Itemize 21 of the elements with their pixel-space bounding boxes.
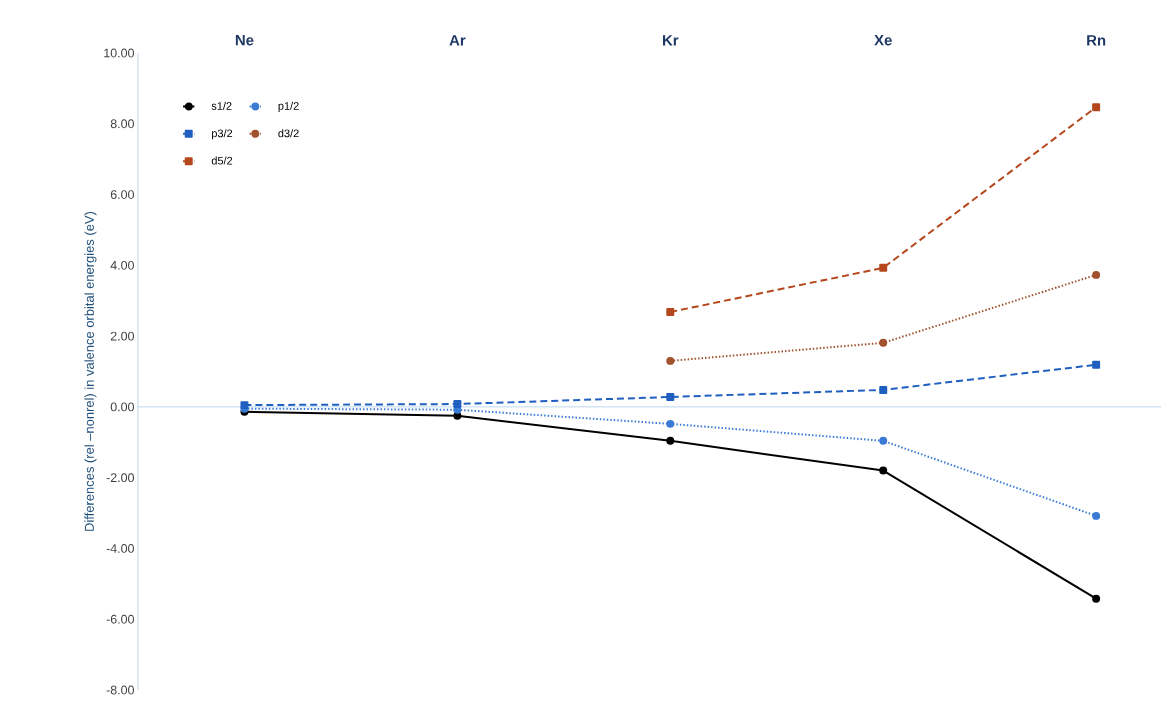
y-tick-label: -6.00: [106, 614, 134, 624]
y-tick-label: -8.00: [106, 685, 134, 695]
y-tick-label: 10.00: [104, 48, 134, 58]
y-tick-label: 8.00: [110, 119, 134, 129]
legend-label: p3/2: [212, 129, 233, 140]
x-tick-label: Rn: [1087, 35, 1106, 46]
y-tick-label: 4.00: [110, 260, 134, 270]
y-tick-label: -2.00: [106, 473, 134, 483]
y-axis-title: Differences (rel –nonrel) in valence orbital energies (eV): [84, 211, 97, 531]
x-tick-label: Ar: [449, 35, 466, 46]
x-tick-label: Kr: [662, 35, 679, 46]
legend-label: p1/2: [278, 101, 299, 112]
y-tick-label: -4.00: [106, 544, 134, 553]
legend-label: d3/2: [278, 129, 299, 138]
y-tick-label: 6.00: [110, 190, 134, 199]
x-tick-label: Ne: [235, 35, 254, 46]
legend-label: d5/2: [211, 156, 233, 165]
y-tick-label: 2.00: [110, 331, 134, 341]
y-tick-label: 0.00: [110, 402, 134, 412]
legend-label: s1/2: [211, 101, 232, 110]
x-tick-label: Xe: [874, 35, 892, 46]
